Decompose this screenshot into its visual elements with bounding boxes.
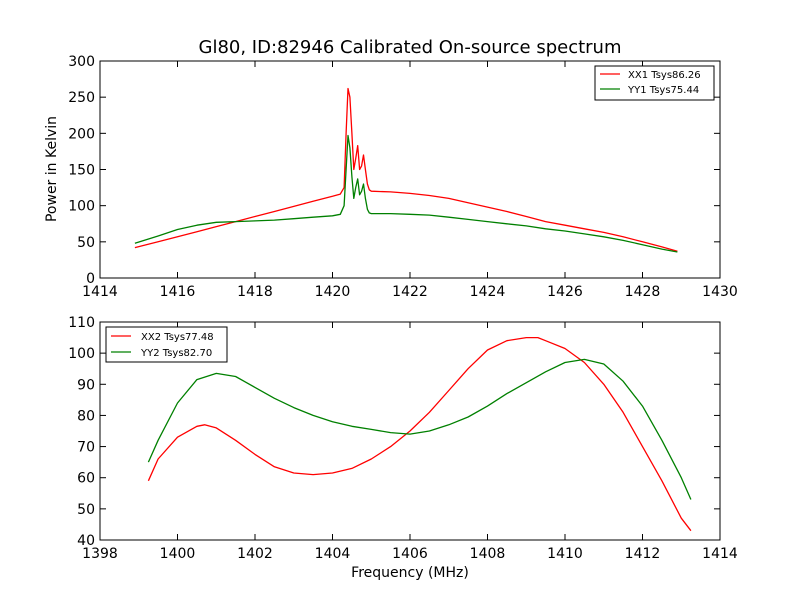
top-chart: Gl80, ID:82946 Calibrated On-source spec…: [44, 37, 738, 300]
top-chart-ticks: 1414 1416 1418 1420 1422 1424 1426 1428 1430 0 50 1…: [68, 54, 738, 300]
bottom-chart-y-tick-label: 110: [68, 315, 95, 331]
top-chart-legend-label-yy1: YY1 Tsys75.44: [627, 85, 699, 96]
top-chart-x-tick-label: 1424: [470, 284, 506, 300]
bottom-chart-legend: XX2 Tsys77.48 YY2 Tsys82.70: [105, 326, 228, 363]
bottom-chart-x-tick-label: 1402: [237, 546, 273, 562]
bottom-chart-y-tick-label: 100: [68, 346, 95, 362]
bottom-chart-y-tick-label: 90: [77, 377, 95, 393]
bottom-chart-x-tick-label: 1404: [315, 546, 351, 562]
bottom-chart-axes-frame: [99, 321, 721, 541]
top-chart-y-tick-label: 300: [68, 54, 95, 70]
bottom-chart-y-tick-label: 50: [77, 502, 95, 518]
top-chart-x-tick-label: 1420: [315, 284, 351, 300]
top-chart-x-tick-label: 1422: [392, 284, 428, 300]
bottom-chart-x-tick-label: 1412: [625, 546, 661, 562]
bottom-chart-series-line-1: [147, 336, 692, 532]
bottom-chart-legend-label-yy2: YY2 Tsys82.70: [140, 348, 212, 359]
bottom-chart-x-tick-label: 1414: [702, 546, 738, 562]
bottom-chart-legend-label-xx2: XX2 Tsys77.48: [141, 332, 214, 343]
bottom-chart-series-line-2: [147, 358, 692, 500]
top-chart-plot-area: [134, 87, 678, 253]
top-chart-axes-frame: [99, 60, 721, 279]
bottom-chart-y-tick-label: 70: [77, 440, 95, 456]
bottom-chart-y-tick-label: 40: [77, 533, 95, 549]
bottom-chart-x-tick-label: 1400: [160, 546, 196, 562]
top-chart-series-line-2: [134, 134, 678, 253]
top-chart-y-tick-label: 200: [68, 126, 95, 142]
top-chart-x-tick-label: 1426: [547, 284, 583, 300]
bottom-chart-plot-area: [147, 336, 692, 532]
top-chart-y-tick-label: 0: [86, 271, 95, 287]
top-chart-y-tick-label: 100: [68, 199, 95, 215]
top-chart-y-tick-label: 50: [77, 235, 95, 251]
bottom-chart-x-tick-label: 1406: [392, 546, 428, 562]
bottom-chart-x-axis-label: Frequency (MHz): [351, 565, 469, 581]
bottom-chart-y-tick-label: 80: [77, 408, 95, 424]
top-chart-x-tick-label: 1416: [160, 284, 196, 300]
top-chart-x-tick-label: 1414: [82, 284, 118, 300]
top-chart-y-axis-label: Power in Kelvin: [44, 116, 60, 222]
top-chart-x-tick-label: 1418: [237, 284, 273, 300]
top-chart-legend-label-xx1: XX1 Tsys86.26: [628, 70, 701, 81]
top-chart-title: Gl80, ID:82946 Calibrated On-source spec…: [199, 37, 622, 58]
top-chart-series-line-1: [134, 87, 678, 252]
bottom-chart-y-tick-label: 60: [77, 471, 95, 487]
top-chart-x-tick-label: 1428: [625, 284, 661, 300]
bottom-chart-x-tick-label: 1398: [82, 546, 118, 562]
top-chart-legend: XX1 Tsys86.26 YY1 Tsys75.44: [594, 65, 715, 101]
top-chart-x-tick-label: 1430: [702, 284, 738, 300]
bottom-chart-x-tick-label: 1410: [547, 546, 583, 562]
bottom-chart-legend-box: [105, 326, 228, 363]
bottom-chart: Frequency (MHz) 1398 1400 1402 1404 1406 1408…: [68, 315, 738, 581]
top-chart-y-tick-label: 250: [68, 90, 95, 106]
top-chart-y-tick-label: 150: [68, 163, 95, 179]
bottom-chart-x-tick-label: 1408: [470, 546, 506, 562]
top-chart-legend-box: [594, 65, 715, 101]
